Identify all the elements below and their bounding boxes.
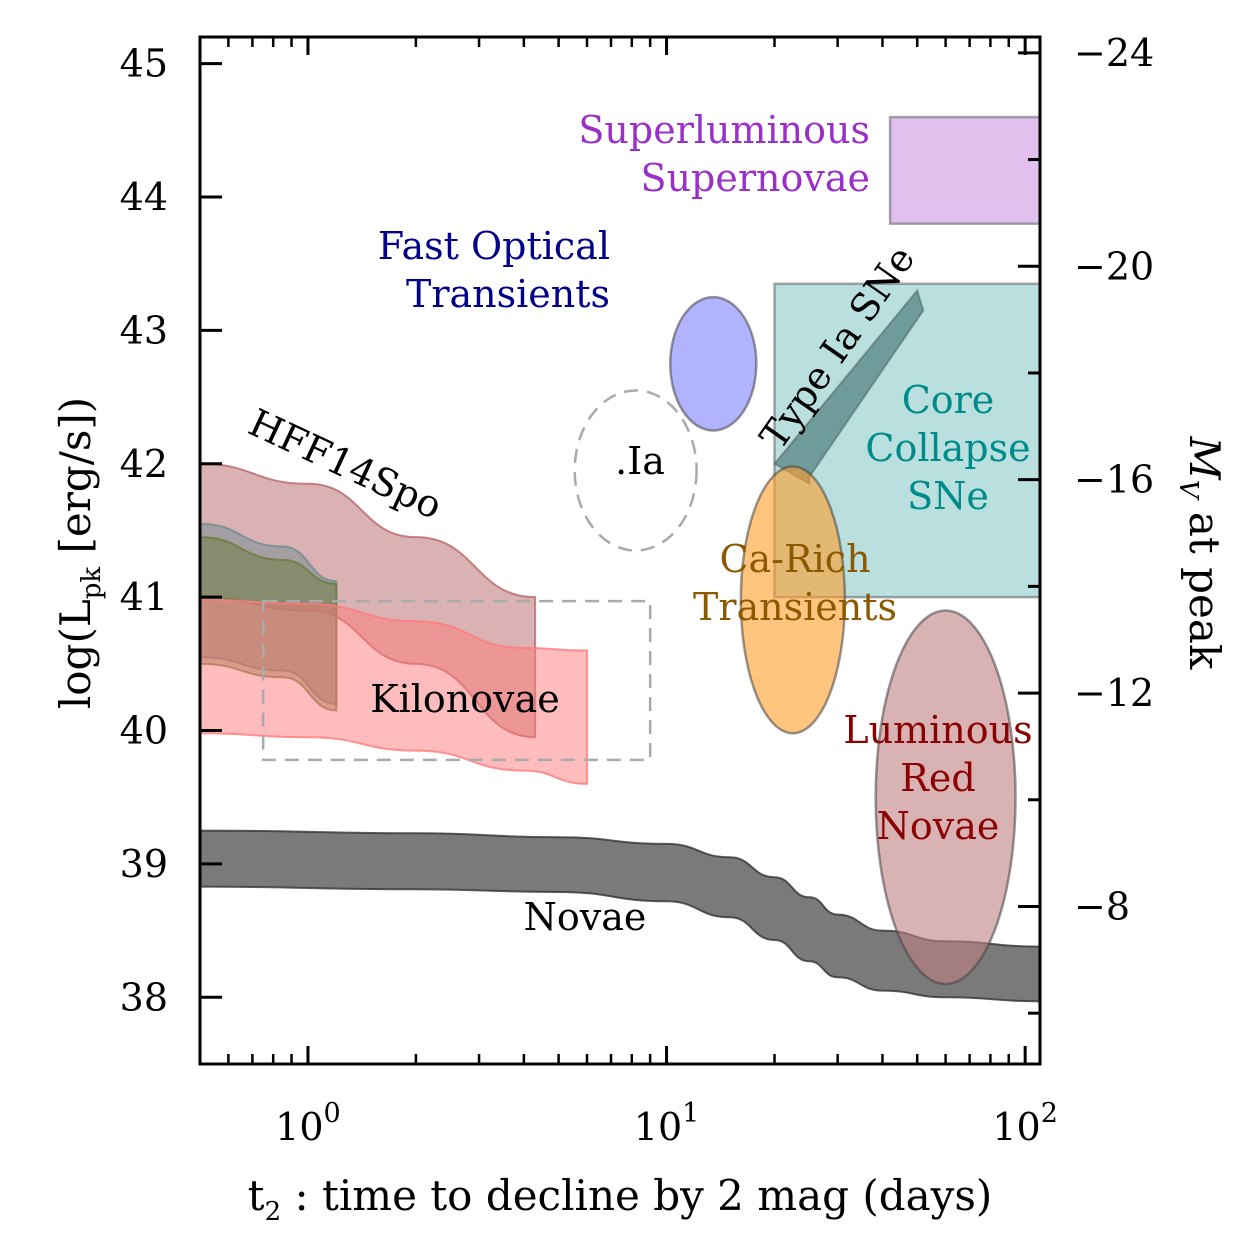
label-ca-rich-transients: Ca-Rich Transients — [693, 537, 897, 629]
region-luminous-red-novae — [874, 609, 1017, 986]
x-tick-label: 102 — [992, 1098, 1058, 1149]
x-axis-label: t2 : time to decline by 2 mag (days) — [248, 1171, 993, 1227]
label-ia: .Ia — [615, 439, 665, 483]
y-tick-label: 41 — [120, 575, 168, 619]
label-core-collapse-sne: Core Collapse SNe — [865, 378, 1030, 518]
region-ia — [573, 389, 698, 552]
label-novae: Novae — [524, 895, 647, 939]
region-labels: Superluminous Supernovae Core Collapse SNe Fa… — [242, 108, 1032, 939]
plot-frame — [198, 35, 1042, 1066]
region-kilonovae — [261, 599, 652, 762]
label-fast-optical-transients: Fast Optical Transients — [378, 224, 610, 316]
label-superluminous-supernovae: Superluminous Supernovae — [578, 108, 870, 200]
y-tick-label: 38 — [120, 975, 168, 1019]
y-tick-label: 43 — [120, 308, 168, 352]
y-tick-label: 45 — [120, 42, 168, 86]
region-band-3 — [200, 598, 588, 785]
y-axis-label: log(Lpk [erg/s]) — [51, 397, 107, 709]
region-fast-optical-transients — [669, 295, 758, 432]
y2-tick-label: −12 — [1074, 671, 1154, 715]
x-tick-label: 101 — [634, 1098, 700, 1149]
y2-tick-label: −20 — [1074, 244, 1154, 288]
x-tick-label: 100 — [275, 1098, 341, 1149]
y2-tick-label: −24 — [1074, 31, 1154, 75]
region-superluminous-supernovae — [888, 115, 1040, 225]
y2-axis-label: MV at peak — [1173, 436, 1229, 670]
y2-tick-label: −8 — [1074, 884, 1130, 928]
y-tick-label: 44 — [120, 175, 168, 219]
y-tick-label: 42 — [120, 442, 168, 486]
region-ca-rich-transients — [739, 465, 847, 735]
regions-layer — [200, 115, 1040, 1003]
y-tick-label: 39 — [120, 842, 168, 886]
ticks-layer: 100 101 102 38 39 40 41 42 43 44 45 −8 −12 −16 −20 −24 — [120, 31, 1155, 1149]
region-novae — [200, 829, 1040, 1003]
label-kilonovae: Kilonovae — [370, 677, 560, 721]
y2-tick-label: −16 — [1074, 458, 1154, 502]
label-luminous-red-novae: Luminous Red Novae — [843, 708, 1032, 848]
y-tick-label: 40 — [120, 709, 168, 753]
